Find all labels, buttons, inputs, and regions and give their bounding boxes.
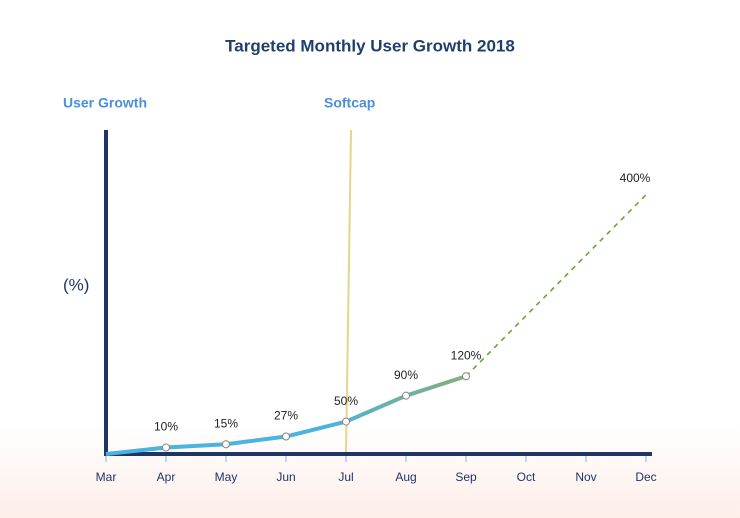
x-tick-label: Oct bbox=[517, 470, 536, 484]
value-label: 50% bbox=[334, 394, 358, 408]
x-tick-label: Jul bbox=[338, 470, 353, 484]
point bbox=[282, 432, 290, 441]
value-label: 15% bbox=[214, 416, 238, 430]
x-tick-label: May bbox=[215, 470, 238, 484]
x-tick-label: Aug bbox=[395, 470, 416, 484]
value-label: 27% bbox=[274, 409, 298, 423]
target-line bbox=[465, 194, 647, 377]
point bbox=[162, 443, 170, 452]
chart-title: Targeted Monthly User Growth 2018 bbox=[225, 36, 515, 55]
point bbox=[342, 417, 350, 426]
softcap-line bbox=[345, 129, 352, 455]
y-axis-unit: (%) bbox=[63, 275, 89, 294]
y-axis-label: User Growth bbox=[63, 95, 147, 111]
x-tick-label: Dec bbox=[635, 470, 656, 484]
softcap-label: Softcap bbox=[324, 95, 375, 111]
point bbox=[222, 440, 230, 449]
value-label: 10% bbox=[154, 420, 178, 434]
target-label: 400% bbox=[620, 171, 651, 185]
x-tick-label: Mar bbox=[96, 470, 117, 484]
point bbox=[402, 391, 410, 400]
x-tick-label: Nov bbox=[575, 470, 596, 484]
x-tick-label: Sep bbox=[455, 470, 477, 484]
x-tick-label: Jun bbox=[276, 470, 295, 484]
point bbox=[462, 372, 470, 381]
value-label: 120% bbox=[451, 348, 482, 362]
x-tick-label: Apr bbox=[157, 470, 176, 484]
value-label: 90% bbox=[394, 368, 418, 382]
